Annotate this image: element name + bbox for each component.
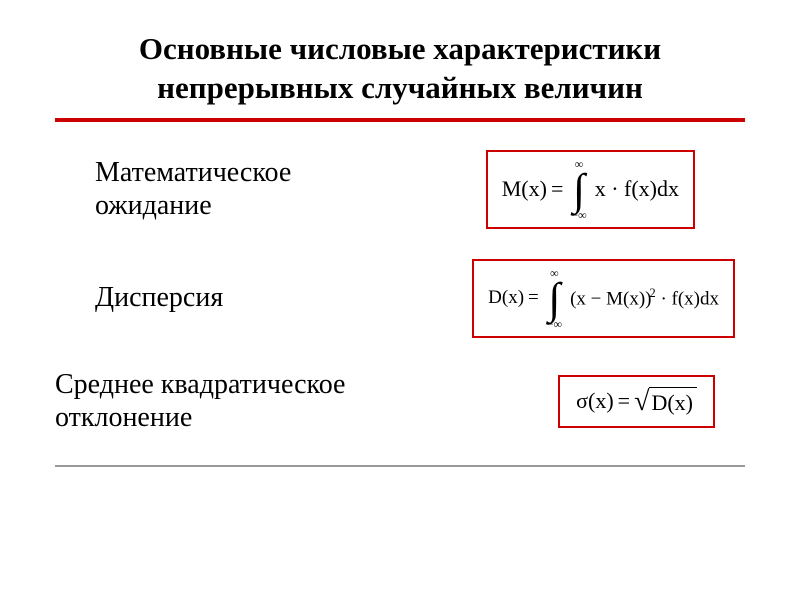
- integrand: x · f(x)dx: [595, 176, 679, 202]
- footer-line: [55, 465, 745, 467]
- lhs: σ(x): [576, 388, 614, 414]
- integrand-base: (x − M(x))2 · f(x)dx: [570, 286, 719, 310]
- slide-title: Основные числовые характеристики непреры…: [55, 30, 745, 108]
- label-dispersion: Дисперсия: [95, 281, 223, 315]
- label-expectation: Математическое ожидание: [95, 156, 291, 223]
- eq-dispersion: D(x) = ∞ ∫ −∞ (x − M(x))2 · f(x)dx: [488, 269, 719, 328]
- equals: =: [551, 176, 563, 202]
- row-stddev: Среднее квадратическое отклонение σ(x) =…: [55, 368, 745, 435]
- lhs: M(x): [502, 176, 547, 202]
- eq-stddev: σ(x) = √ D(x): [576, 387, 697, 416]
- sqrt-icon: √ D(x): [634, 387, 697, 416]
- integral-icon: ∞ ∫ −∞: [571, 160, 586, 219]
- row-expectation: Математическое ожидание M(x) = ∞ ∫ −∞ x …: [55, 150, 745, 229]
- lhs: D(x): [488, 287, 524, 309]
- integral-icon: ∞ ∫ −∞: [547, 269, 562, 328]
- equals: =: [528, 287, 539, 309]
- formula-dispersion: D(x) = ∞ ∫ −∞ (x − M(x))2 · f(x)dx: [472, 259, 735, 338]
- formula-stddev: σ(x) = √ D(x): [558, 375, 715, 428]
- row-dispersion: Дисперсия D(x) = ∞ ∫ −∞ (x − M(x))2 · f(…: [55, 259, 745, 338]
- title-underline: [55, 118, 745, 122]
- title-line-2: непрерывных случайных величин: [157, 70, 643, 105]
- label-stddev: Среднее квадратическое отклонение: [55, 368, 435, 435]
- formula-expectation: M(x) = ∞ ∫ −∞ x · f(x)dx: [486, 150, 695, 229]
- equals: =: [618, 388, 630, 414]
- radicand: D(x): [649, 387, 697, 416]
- title-line-1: Основные числовые характеристики: [139, 31, 661, 66]
- eq-expectation: M(x) = ∞ ∫ −∞ x · f(x)dx: [502, 160, 679, 219]
